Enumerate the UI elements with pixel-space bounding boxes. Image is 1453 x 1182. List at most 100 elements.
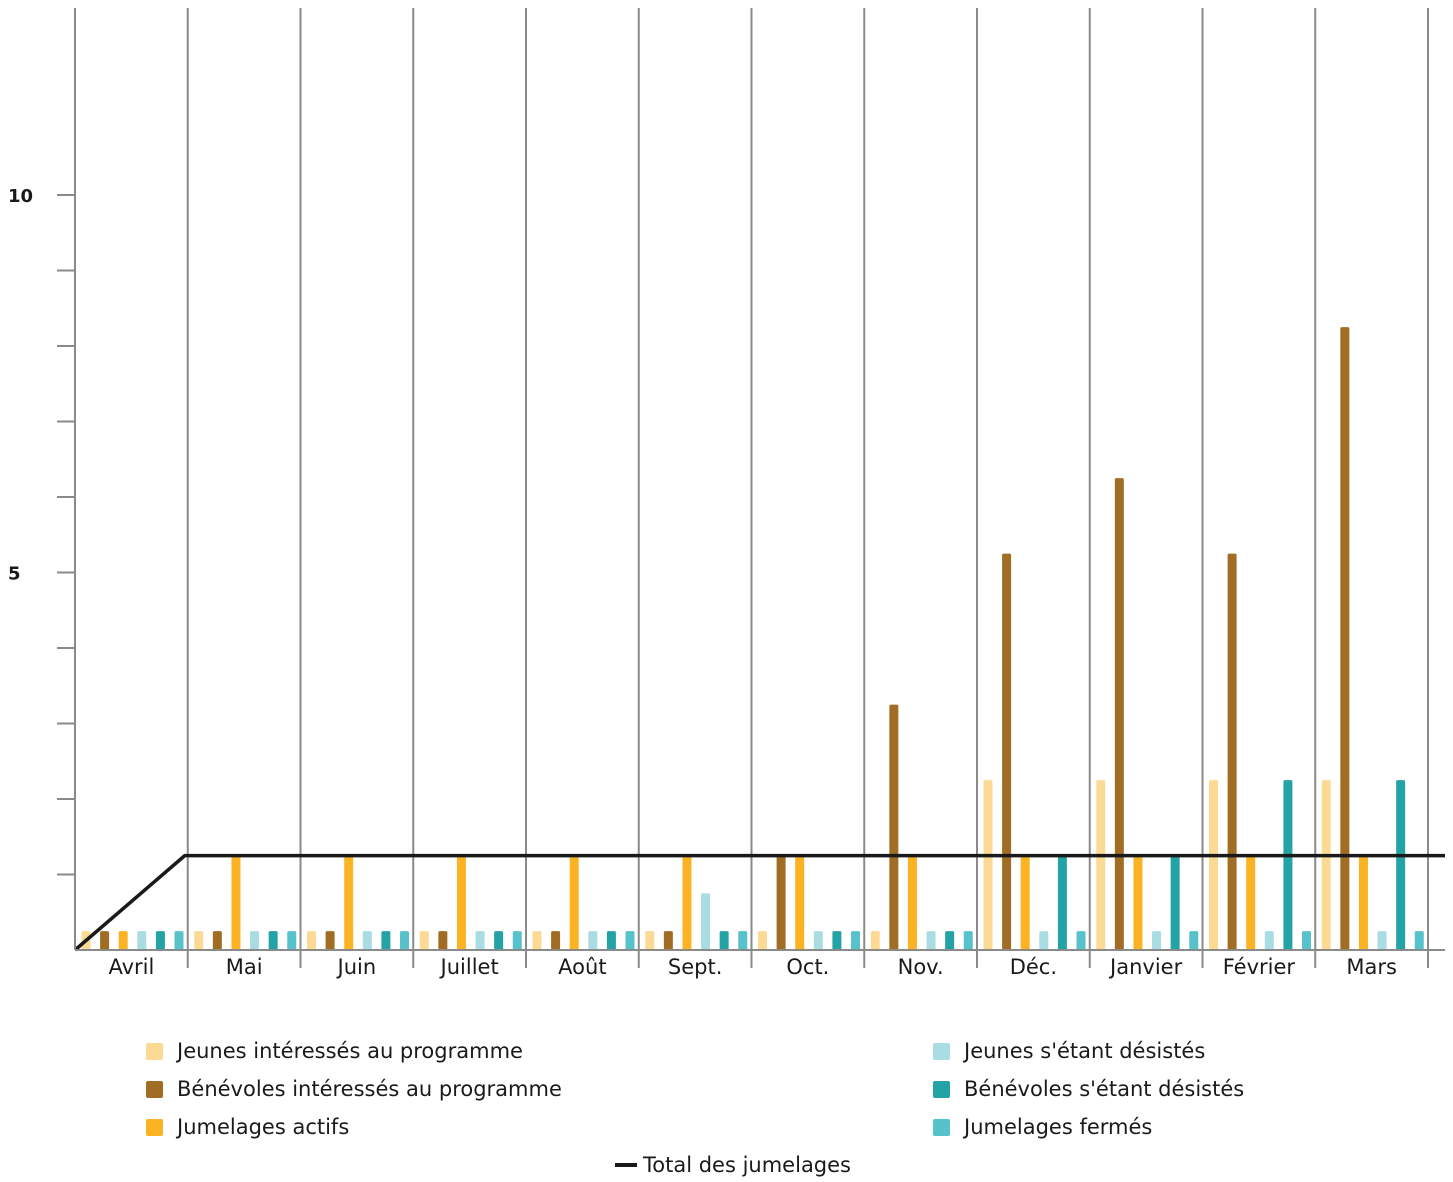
x-tick-label: Oct. (786, 955, 829, 979)
x-tick-label: Mai (226, 955, 263, 979)
bar (1076, 931, 1086, 950)
bar (1209, 780, 1218, 950)
bar (438, 931, 448, 950)
total-line (73, 853, 1445, 952)
bar (512, 931, 522, 950)
x-tick-label: Mars (1346, 955, 1397, 979)
bar (813, 931, 823, 950)
bar (738, 931, 748, 950)
bar (400, 931, 409, 950)
legend-label: Total des jumelages (643, 1153, 852, 1177)
legend-swatch (933, 1118, 950, 1136)
legend-label: Jeunes intéressés au programme (177, 1039, 523, 1063)
bar (569, 855, 579, 950)
bar (532, 931, 542, 950)
bar (795, 855, 805, 950)
bar (1152, 931, 1162, 950)
bar (1396, 780, 1406, 950)
bar (776, 855, 786, 950)
bar (1377, 931, 1387, 950)
bar (231, 855, 241, 950)
bar (701, 893, 711, 950)
x-tick-label: Janvier (1108, 955, 1183, 979)
bar (174, 931, 184, 950)
legend-item-jeunes-desistes: Jeunes s'étant désistés (933, 1039, 1205, 1063)
bar (1114, 478, 1124, 950)
legend-label: Jeunes s'étant désistés (964, 1039, 1206, 1063)
bar (381, 931, 391, 950)
bar (889, 704, 899, 950)
bar (1302, 931, 1311, 950)
bar (362, 931, 372, 950)
bar (1020, 855, 1030, 950)
x-tick-label: Février (1223, 955, 1296, 979)
bar (475, 931, 485, 950)
bar (344, 855, 354, 950)
legend-label: Jumelages fermés (964, 1115, 1153, 1139)
bar (983, 780, 993, 950)
bar (155, 931, 165, 950)
legend-swatch (933, 1080, 950, 1098)
bar (268, 931, 278, 950)
bar (907, 855, 917, 950)
bar (945, 931, 955, 950)
bar (606, 931, 616, 950)
bar (307, 931, 316, 950)
bar (1189, 931, 1199, 950)
bar (100, 931, 110, 950)
bar (1133, 855, 1143, 950)
bar (494, 931, 504, 950)
bar (645, 931, 655, 950)
chart: 5 10 Avril Mai Juin Juillet Août Sept. Oct. Nov. D… (8, 8, 1445, 979)
legend-item-benevoles-desistes: Bénévoles s'étant désistés (933, 1077, 1244, 1101)
legend-label: Bénévoles intéressés au programme (177, 1077, 562, 1101)
bar (926, 931, 936, 950)
legend-swatch (933, 1042, 950, 1060)
legend-label: Bénévoles s'étant désistés (964, 1077, 1245, 1101)
bar (588, 931, 598, 950)
bar (1096, 780, 1106, 950)
bar (1170, 855, 1180, 950)
bar (1283, 780, 1293, 950)
x-tick-label: Déc. (1010, 955, 1057, 979)
bar (963, 931, 973, 950)
x-tick-label: Juin (336, 955, 377, 979)
grid-layer (74, 8, 1429, 968)
bar (719, 931, 729, 950)
bar (1264, 931, 1274, 950)
y-tick-label: 10 (8, 186, 33, 207)
bar (1002, 553, 1012, 950)
bar (118, 931, 128, 950)
x-tick-label: Sept. (668, 955, 723, 979)
legend-line-swatch (615, 1163, 637, 1167)
x-tick-label: Avril (108, 955, 154, 979)
legend-label: Jumelages actifs (177, 1115, 350, 1139)
bar (832, 931, 842, 950)
bar (1057, 855, 1067, 950)
legend-item-total-jumelages: Total des jumelages (615, 1153, 851, 1177)
legend-swatch (146, 1118, 163, 1136)
bar (287, 931, 297, 950)
x-tick-label: Nov. (898, 955, 944, 979)
bar (551, 931, 561, 950)
bar (682, 855, 692, 950)
bar (1227, 553, 1237, 950)
bar (250, 931, 260, 950)
bar (1340, 327, 1350, 950)
bar (1039, 931, 1049, 950)
line-layer (73, 853, 1445, 952)
bar (212, 931, 222, 950)
legend-swatch (146, 1080, 163, 1098)
legend-item-benevoles-interesses: Bénévoles intéressés au programme (146, 1077, 562, 1101)
bar (851, 931, 860, 950)
y-tick-label: 5 (8, 564, 21, 585)
bar (1246, 855, 1256, 950)
bar (456, 855, 466, 950)
legend-item-jumelages-actifs: Jumelages actifs (146, 1115, 349, 1139)
legend-swatch (146, 1042, 163, 1060)
bar (625, 931, 635, 950)
x-tick-label: Août (558, 955, 606, 979)
legend-item-jumelages-fermes: Jumelages fermés (933, 1115, 1152, 1139)
bar (419, 931, 429, 950)
x-tick-label: Juillet (439, 955, 499, 979)
